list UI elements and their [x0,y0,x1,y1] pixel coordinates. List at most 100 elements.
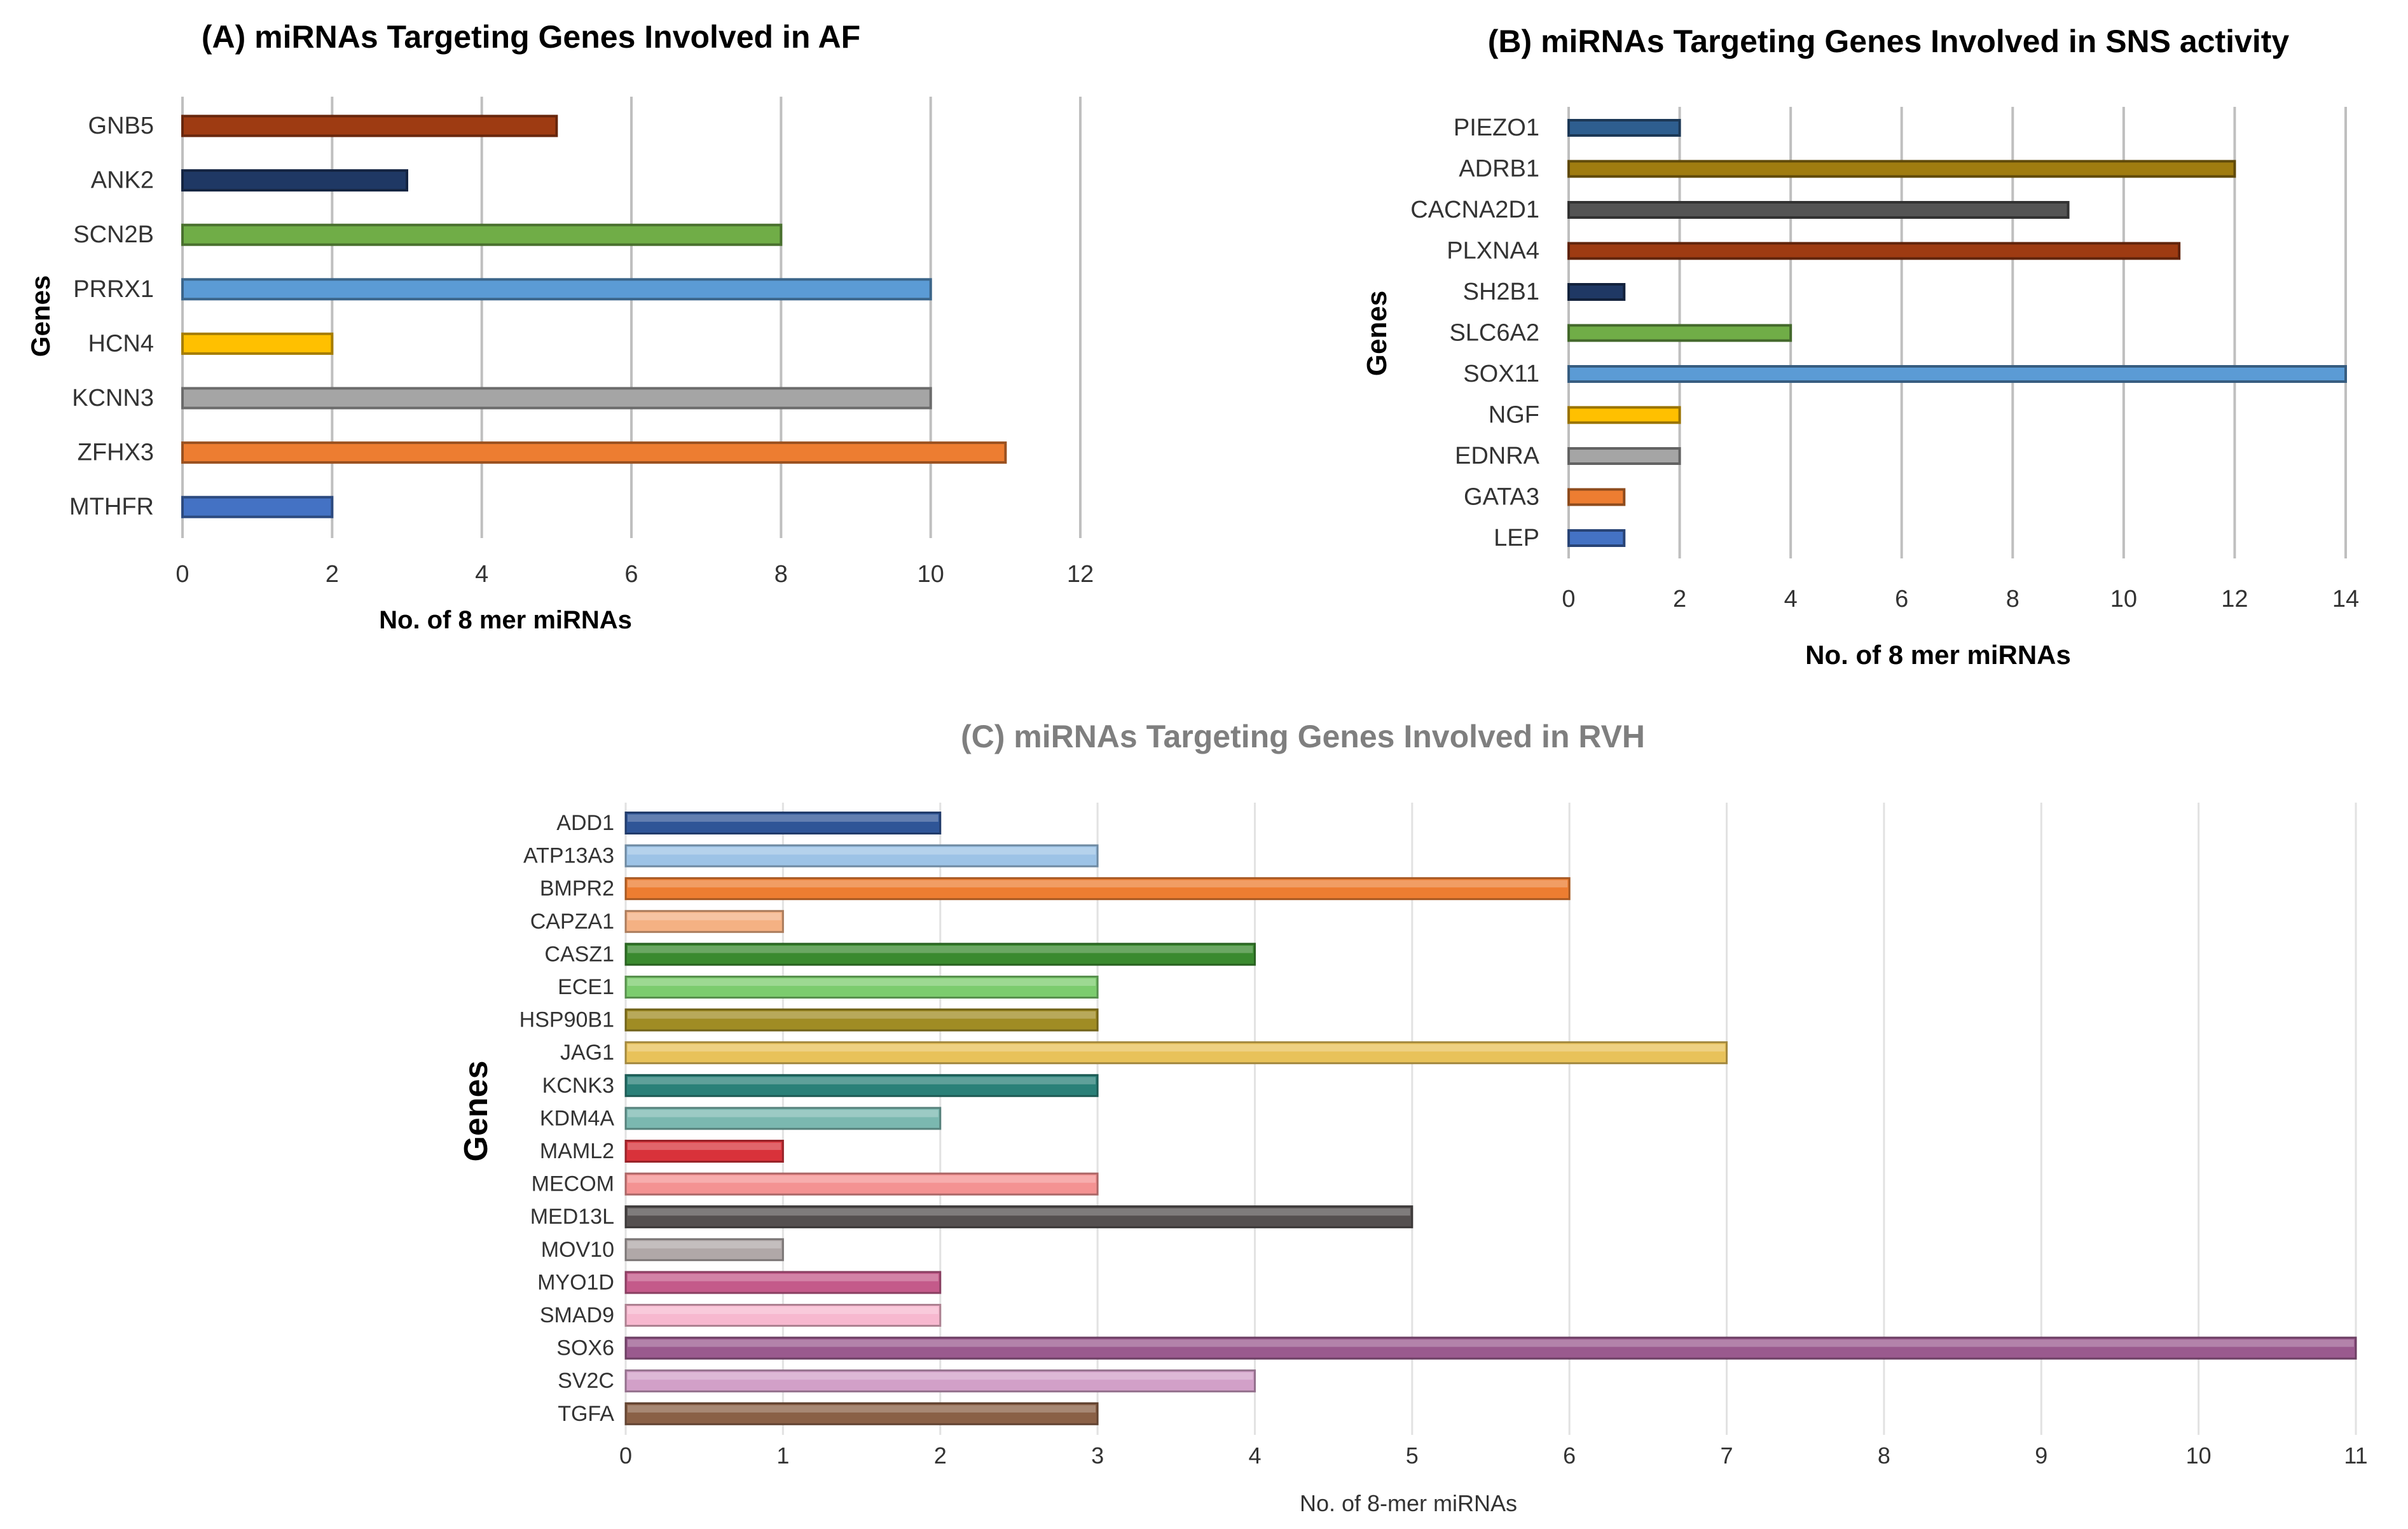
chart-c-category-label-myo1d: MYO1D [537,1270,614,1294]
chart-panel-b: (B) miRNAs Targeting Genes Involved in S… [1361,24,2359,670]
chart-c-category-label-add1: ADD1 [556,811,614,835]
chart-a-category-labels: GNB5 ANK2 SCN2B PRRX1 HCN4 KCNN3 ZFHX3 MTHFR [69,113,154,520]
chart-c-bar-highlight-mecom [628,1175,1096,1183]
chart-b-bar-ngf [1567,406,1681,424]
chart-a-category-label-ank2: ANK2 [91,167,154,194]
chart-c-category-label-maml2: MAML2 [540,1139,614,1163]
chart-a-y-axis-label: Genes [25,275,55,357]
chart-b-category-label-cacna2d1: CACNA2D1 [1410,197,1539,223]
chart-c-bar-highlight-sox6 [628,1339,2354,1347]
chart-c-bar-jag1 [624,1041,1728,1065]
chart-c-category-label-kcnk3: KCNK3 [542,1074,614,1098]
chart-b-category-labels: PIEZO1 ADRB1 CACNA2D1 PLXNA4 SH2B1 SLC6A2 SOX1… [1410,114,1539,551]
chart-c-tick-label-10: 10 [2186,1443,2212,1469]
chart-a-bar-mthfr [181,495,334,518]
chart-c-category-label-hsp90b1: HSP90B1 [519,1008,614,1032]
chart-b-category-label-slc6a2: SLC6A2 [1449,320,1539,347]
chart-c-bar-atp13a3 [624,844,1099,868]
chart-c-category-labels: ADD1 ATP13A3 BMPR2 CAPZA1 CASZ1 ECE1 HSP90B1 JA… [519,811,615,1426]
chart-c-tick-label-7: 7 [1721,1443,1733,1469]
chart-c-bar-highlight-mov10 [628,1241,781,1249]
chart-b-bar-ednra [1567,447,1681,465]
chart-c-y-axis-label: Genes [458,1061,495,1162]
chart-c-category-label-mecom: MECOM [532,1172,614,1196]
chart-c-bar-bmpr2 [624,877,1571,901]
chart-c-category-label-mov10: MOV10 [541,1238,614,1262]
chart-c-bar-highlight-bmpr2 [628,880,1568,888]
chart-a-tick-label-3: 6 [624,561,638,588]
chart-a-bar-prrx1 [181,278,932,301]
chart-a-bar-gnb5 [181,114,558,137]
chart-c-title: (C) miRNAs Targeting Genes Involved in R… [961,719,1645,754]
chart-b-title: (B) miRNAs Targeting Genes Involved in S… [1488,24,2290,59]
chart-c-category-label-capza1: CAPZA1 [530,910,614,934]
chart-c-bar-highlight-capza1 [628,913,781,920]
chart-c-category-label-atp13a3: ATP13A3 [523,844,614,868]
chart-c-bar-maml2 [624,1140,784,1163]
chart-c-tick-label-6: 6 [1563,1443,1576,1469]
chart-a-bar-ank2 [181,169,408,192]
chart-a-category-label-mthfr: MTHFR [69,494,154,520]
chart-c-tick-labels: 0 1 2 3 4 5 6 7 8 9 10 11 [619,1443,2368,1469]
chart-a-category-label-prrx1: PRRX1 [73,276,154,303]
chart-c-tick-label-9: 9 [2035,1443,2047,1469]
chart-b-tick-label-7: 14 [2332,586,2359,612]
chart-c-category-label-jag1: JAG1 [560,1041,614,1065]
chart-c-bar-highlight-sv2c [628,1372,1253,1380]
chart-a-category-label-kcnn3: KCNN3 [72,385,154,412]
chart-c-category-label-sv2c: SV2C [558,1369,614,1393]
chart-c-bar-capza1 [624,910,784,933]
chart-b-bar-adrb1 [1567,160,2236,178]
chart-b-bar-lep [1567,529,1626,547]
chart-a-bar-zfhx3 [181,441,1007,464]
chart-c-bar-smad9 [624,1304,942,1327]
chart-a-tick-label-0: 0 [175,561,189,588]
chart-a-category-label-gnb5: GNB5 [88,113,154,139]
chart-c-bar-tgfa [624,1402,1099,1425]
chart-a-tick-label-6: 12 [1067,561,1094,588]
chart-b-tick-label-1: 2 [1673,586,1686,612]
chart-c-bar-ece1 [624,976,1099,999]
chart-b-category-label-ngf: NGF [1489,402,1539,429]
chart-b-x-axis-label: No. of 8 mer miRNAs [1805,640,2071,670]
chart-c-bar-mecom [624,1172,1099,1196]
chart-c-bar-highlight-myo1d [628,1273,939,1282]
chart-c-tick-label-8: 8 [1878,1443,1890,1469]
chart-a-tick-labels: 0 2 4 6 8 10 12 [175,561,1094,588]
chart-c-category-label-casz1: CASZ1 [544,942,614,966]
chart-c-bar-highlight-tgfa [628,1405,1096,1413]
chart-b-category-label-adrb1: ADRB1 [1459,156,1539,183]
chart-b-bar-plxna4 [1567,242,2181,260]
chart-b-bar-gata3 [1567,488,1626,506]
chart-c-tick-label-3: 3 [1091,1443,1104,1469]
chart-c-bar-highlight-med13l [628,1208,1410,1216]
chart-a-tick-label-5: 10 [918,561,944,588]
chart-a-tick-label-4: 8 [774,561,788,588]
chart-b-tick-label-0: 0 [1562,586,1575,612]
chart-c-bar-highlight-kdm4a [628,1109,939,1117]
chart-b-tick-label-4: 8 [2006,586,2019,612]
chart-panel-c: (C) miRNAs Targeting Genes Involved in R… [458,719,2368,1516]
chart-c-tick-label-2: 2 [934,1443,947,1469]
chart-a-title: (A) miRNAs Targeting Genes Involved in A… [202,19,860,55]
chart-a-gridlines [181,97,1082,538]
chart-c-bar-sox6 [624,1336,2357,1360]
chart-c-bar-hsp90b1 [624,1008,1099,1032]
chart-c-bar-highlight-add1 [628,814,939,822]
chart-c-tick-label-1: 1 [776,1443,789,1469]
chart-c-bar-add1 [624,812,942,834]
chart-c-bar-kcnk3 [624,1074,1099,1097]
chart-b-category-label-gata3: GATA3 [1464,484,1539,511]
chart-b-category-label-piezo1: PIEZO1 [1454,114,1539,141]
chart-b-tick-label-6: 12 [2221,586,2248,612]
chart-b-tick-label-5: 10 [2110,586,2137,612]
chart-c-category-label-med13l: MED13L [530,1205,614,1229]
chart-c-category-label-ece1: ECE1 [558,975,614,999]
chart-c-bar-highlight-jag1 [628,1044,1725,1052]
chart-b-bar-sox11 [1567,365,2347,383]
chart-b-tick-labels: 0 2 4 6 8 10 12 14 [1562,586,2359,612]
chart-c-bar-myo1d [624,1271,942,1294]
chart-c-bars [624,812,2357,1425]
chart-b-category-label-sh2b1: SH2B1 [1463,279,1539,305]
chart-a-bar-scn2b [181,223,783,246]
